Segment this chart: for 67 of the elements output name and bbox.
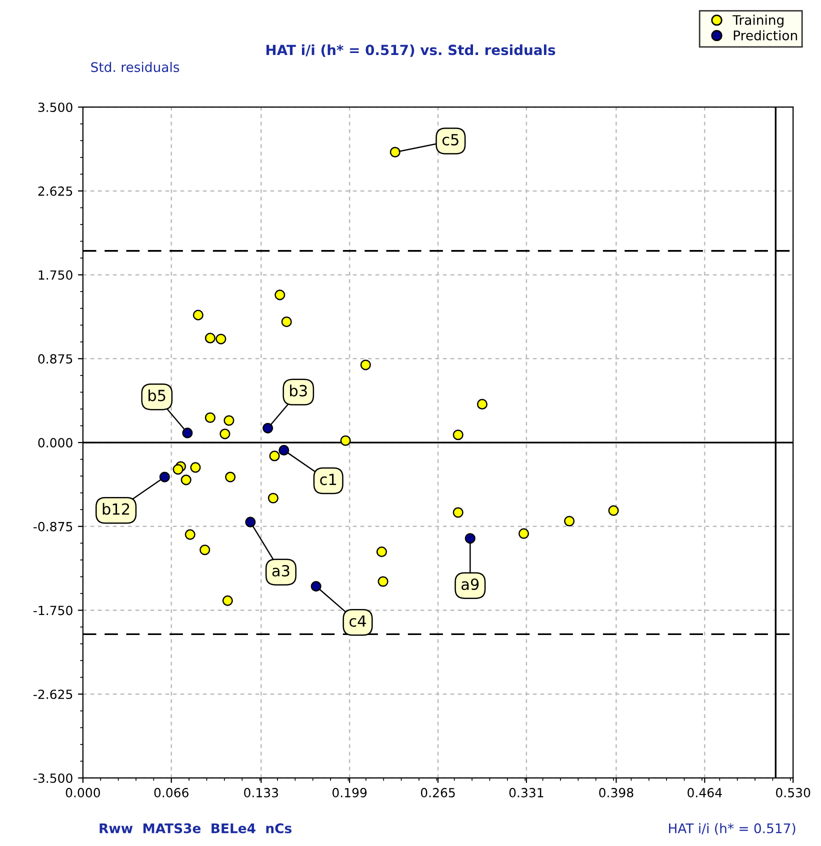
x-axis-title: HAT i/i (h* = 0.517) — [669, 823, 796, 835]
point — [378, 576, 388, 587]
point — [564, 516, 575, 526]
text: Rww MATS3e BELe4 nCs — [100, 823, 292, 834]
annotation: b5 — [148, 389, 166, 402]
point — [216, 334, 226, 344]
y-tick-label: 0.000 — [38, 438, 72, 448]
point — [464, 533, 476, 544]
annotation: a9 — [462, 578, 479, 590]
point — [220, 428, 230, 440]
annotation: c4 — [350, 615, 366, 627]
point — [274, 290, 286, 300]
point — [390, 146, 400, 158]
x-tick-label: 0.265 — [420, 788, 455, 798]
point — [245, 516, 256, 528]
point — [200, 544, 210, 556]
x-tick-label: 0.000 — [66, 788, 100, 798]
x-tick-label: 0.199 — [332, 788, 367, 798]
y-tick-label: -1.750 — [34, 606, 72, 616]
point — [452, 507, 464, 518]
annotation: b3 — [290, 384, 307, 396]
point — [476, 398, 488, 410]
legend-label: Training — [732, 14, 784, 28]
y-tick-label: 3.500 — [38, 102, 72, 112]
x-tick-label: 0.331 — [509, 788, 544, 798]
point — [360, 360, 371, 370]
annotation: b12 — [102, 502, 130, 515]
point — [190, 462, 201, 473]
point — [376, 546, 388, 558]
point — [159, 472, 170, 482]
point — [281, 316, 292, 328]
point — [452, 430, 464, 440]
point — [608, 505, 619, 516]
point — [225, 472, 236, 482]
y-tick-label: 1.750 — [38, 270, 72, 280]
y-tick-label: 2.625 — [38, 186, 72, 196]
point — [204, 332, 216, 344]
point — [269, 450, 280, 462]
point — [262, 422, 274, 434]
legend-label: Prediction — [734, 30, 798, 40]
point — [278, 444, 290, 456]
annotation: c1 — [320, 474, 336, 486]
point — [224, 415, 234, 426]
annotation: c5 — [442, 134, 458, 146]
y-tick-label: -3.500 — [34, 773, 72, 783]
x-tick-label: 0.530 — [776, 788, 810, 798]
x-tick-label: 0.398 — [599, 788, 634, 798]
y-axis-title: Std. residuals — [91, 62, 180, 72]
point — [222, 595, 233, 606]
point — [180, 474, 192, 486]
annotation: a3 — [272, 564, 290, 577]
point — [310, 581, 322, 592]
point — [518, 528, 530, 539]
x-tick-label: 0.464 — [688, 788, 722, 798]
point — [182, 428, 193, 438]
point — [268, 492, 278, 504]
point — [204, 412, 216, 423]
point — [192, 310, 204, 320]
x-tick-label: 0.066 — [154, 788, 188, 798]
point — [340, 435, 351, 446]
y-tick-label: 0.875 — [38, 354, 72, 364]
x-tick-label: 0.133 — [244, 788, 278, 798]
point — [172, 464, 184, 475]
point — [184, 529, 196, 540]
y-tick-label: -0.875 — [34, 522, 72, 532]
chart-title: HAT i/i (h* = 0.517) vs. Std. residuals — [266, 44, 556, 57]
y-tick-label: -2.625 — [34, 690, 72, 700]
